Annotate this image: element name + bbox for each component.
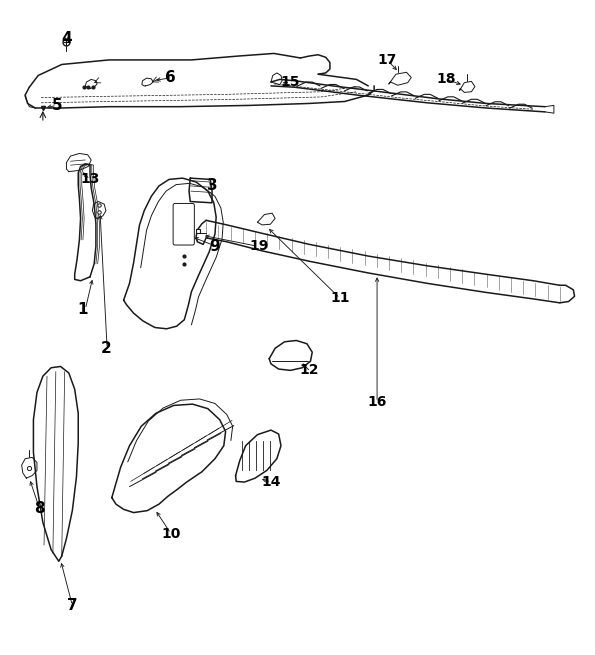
Text: 17: 17 xyxy=(377,53,397,67)
Text: 3: 3 xyxy=(206,178,217,193)
Text: 5: 5 xyxy=(52,98,63,113)
Text: 11: 11 xyxy=(330,291,350,305)
Text: 13: 13 xyxy=(80,172,100,187)
Text: 19: 19 xyxy=(249,239,269,253)
Text: 1: 1 xyxy=(77,302,87,317)
Text: 9: 9 xyxy=(209,239,220,254)
Text: 8: 8 xyxy=(34,500,45,515)
Text: 12: 12 xyxy=(299,363,319,377)
Text: 10: 10 xyxy=(161,527,180,541)
Text: 6: 6 xyxy=(165,70,176,85)
FancyBboxPatch shape xyxy=(173,204,195,245)
Text: 14: 14 xyxy=(261,475,281,489)
Text: 7: 7 xyxy=(67,598,77,613)
Text: 15: 15 xyxy=(281,75,300,89)
Text: 18: 18 xyxy=(436,73,456,86)
Text: 4: 4 xyxy=(61,31,72,46)
Text: 16: 16 xyxy=(367,395,387,409)
Text: 2: 2 xyxy=(101,341,111,356)
